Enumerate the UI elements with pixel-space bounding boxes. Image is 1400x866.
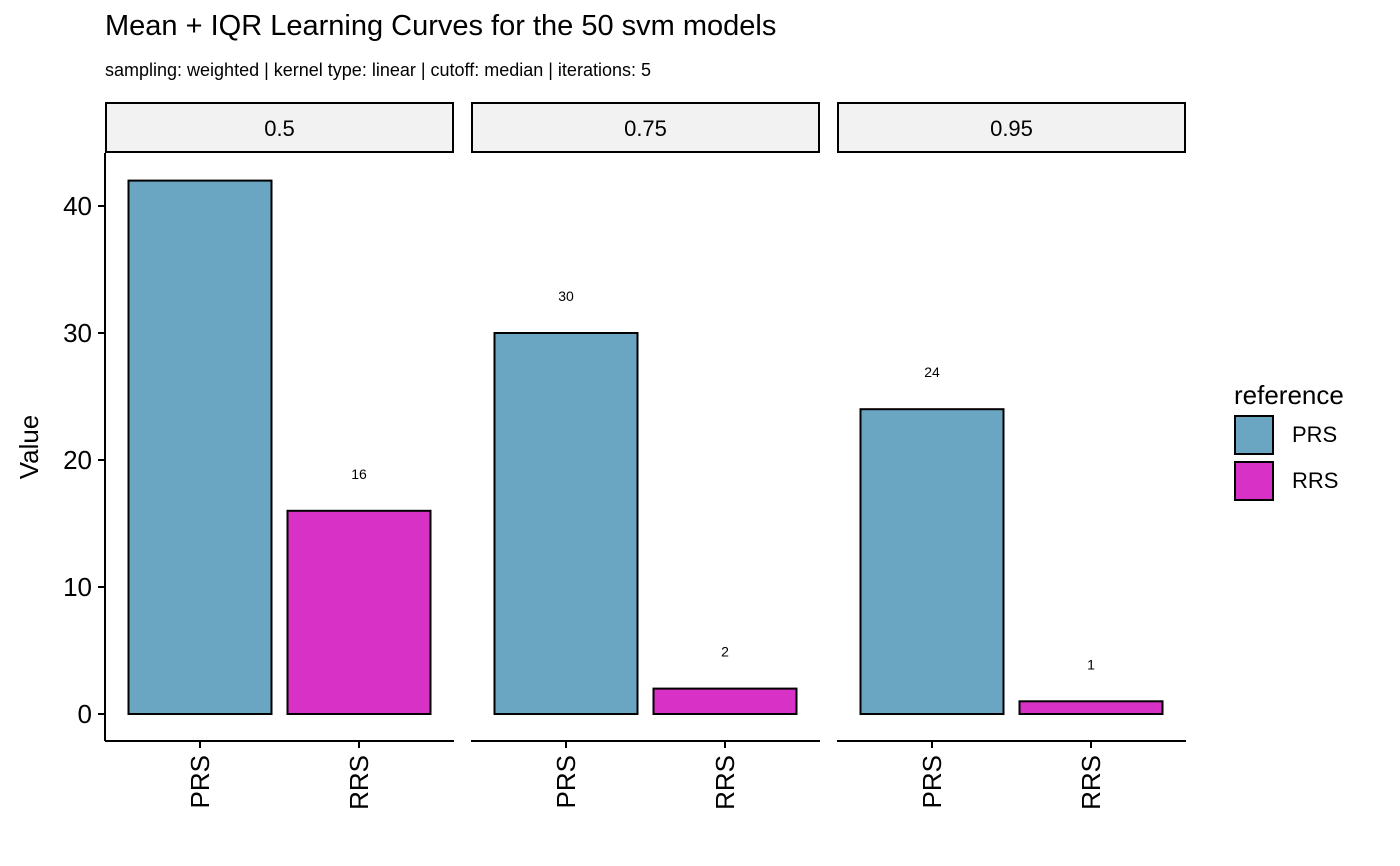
- facet-strip-label: 0.5: [264, 116, 295, 141]
- legend-label-rrs: RRS: [1292, 468, 1339, 493]
- y-tick-label: 10: [63, 572, 92, 602]
- legend-key-rrs: [1234, 461, 1274, 501]
- facet-strip-label: 0.95: [990, 116, 1033, 141]
- y-tick-label: 20: [63, 445, 92, 475]
- data-label: 30: [558, 288, 574, 304]
- x-tick-label: PRS: [551, 755, 581, 808]
- facet-strip: [471, 102, 820, 153]
- data-label: 1: [1087, 656, 1095, 672]
- data-label: 24: [924, 364, 940, 380]
- facet-strip: [837, 102, 1186, 153]
- x-tick-label: RRS: [344, 755, 374, 810]
- legend-item-prs: PRS: [1234, 412, 1344, 458]
- legend-item-rrs: RRS: [1234, 458, 1344, 504]
- data-label: 2: [721, 644, 729, 660]
- y-axis-title: Value: [14, 415, 44, 480]
- legend-title: reference: [1234, 380, 1344, 410]
- data-label: 16: [351, 466, 367, 482]
- chart-subtitle: sampling: weighted | kernel type: linear…: [105, 60, 651, 80]
- x-tick-label: RRS: [1076, 755, 1106, 810]
- facet-strip: [105, 102, 454, 153]
- bar: [652, 687, 798, 715]
- chart-title: Mean + IQR Learning Curves for the 50 sv…: [105, 10, 777, 42]
- x-tick-label: PRS: [917, 755, 947, 808]
- legend-key-prs: [1234, 415, 1274, 455]
- bar: [286, 509, 432, 715]
- y-tick-label: 40: [63, 191, 92, 221]
- bar: [1018, 700, 1164, 715]
- bar: [859, 408, 1005, 715]
- legend-label-prs: PRS: [1292, 422, 1338, 447]
- x-tick-label: RRS: [710, 755, 740, 810]
- facet-strip-label: 0.75: [624, 116, 667, 141]
- bar: [127, 179, 273, 716]
- y-tick-label: 30: [63, 318, 92, 348]
- y-tick-label: 0: [78, 699, 92, 729]
- x-tick-label: PRS: [185, 755, 215, 808]
- legend: reference PRS RRS: [1234, 378, 1344, 504]
- bar: [493, 332, 639, 715]
